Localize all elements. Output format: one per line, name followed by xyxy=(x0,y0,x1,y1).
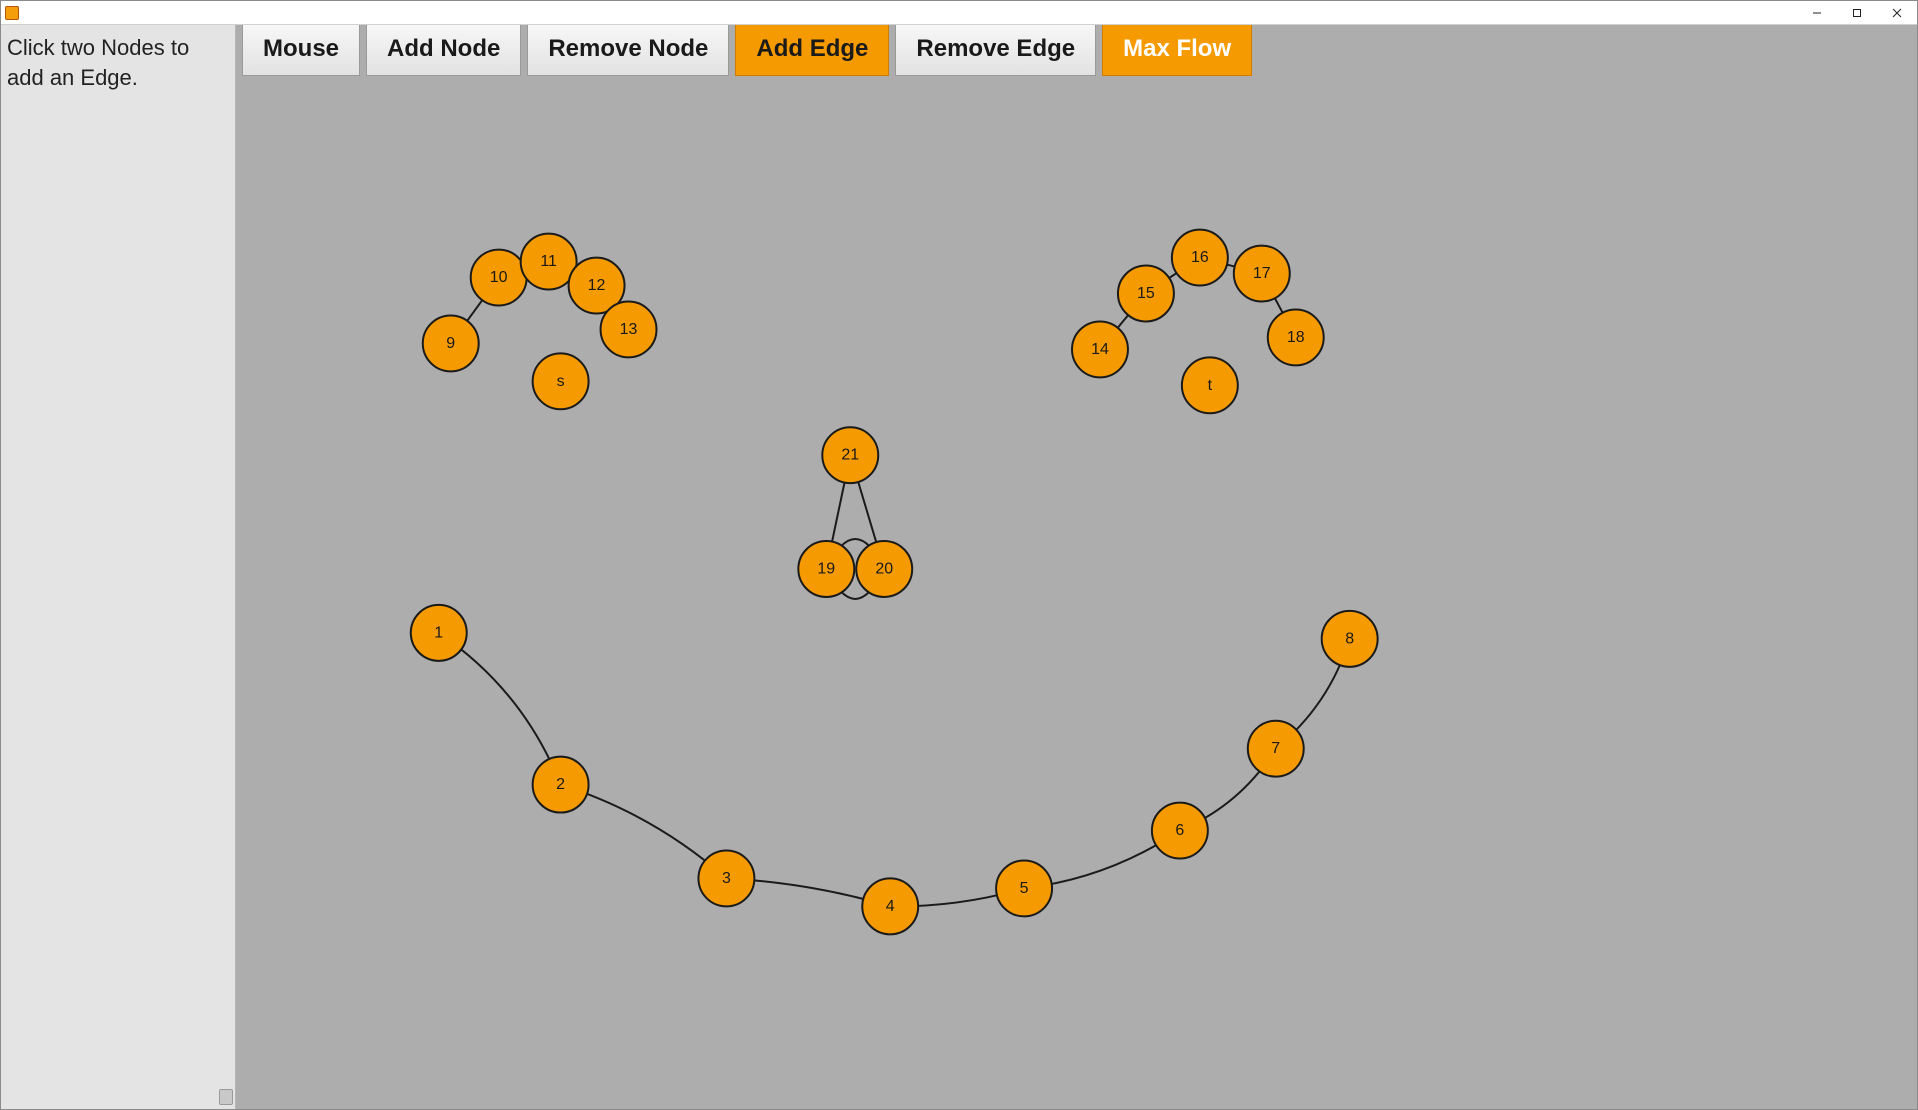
window-controls xyxy=(1797,1,1917,24)
node-18[interactable]: 18 xyxy=(1268,309,1324,365)
node-label: t xyxy=(1208,377,1213,394)
node-label: 18 xyxy=(1287,329,1305,346)
toolbar-button-label: Remove Node xyxy=(548,35,708,62)
toolbar-button-label: Add Node xyxy=(387,35,500,62)
node-label: 12 xyxy=(588,277,606,294)
node-3[interactable]: 3 xyxy=(698,850,754,906)
node-label: 21 xyxy=(841,447,859,464)
node-2[interactable]: 2 xyxy=(533,757,589,813)
sidebar: Click two Nodes to add an Edge. xyxy=(1,25,236,1109)
node-17[interactable]: 17 xyxy=(1234,246,1290,302)
app-icon xyxy=(5,6,19,20)
node-13[interactable]: 13 xyxy=(601,301,657,357)
node-15[interactable]: 15 xyxy=(1118,266,1174,322)
add-node-button[interactable]: Add Node xyxy=(366,25,521,76)
toolbar: Mouse Add Node Remove Node Add Edge Remove E… xyxy=(242,25,1252,76)
maximize-button[interactable] xyxy=(1837,1,1877,24)
node-label: 2 xyxy=(556,776,565,793)
node-label: 15 xyxy=(1137,285,1155,302)
node-label: 3 xyxy=(722,870,731,887)
toolbar-button-label: Remove Edge xyxy=(916,35,1075,62)
node-19[interactable]: 19 xyxy=(798,541,854,597)
node-label: s xyxy=(557,373,565,390)
toolbar-button-label: Add Edge xyxy=(756,35,868,62)
node-t[interactable]: t xyxy=(1182,357,1238,413)
node-label: 4 xyxy=(886,898,895,915)
toolbar-button-label: Mouse xyxy=(263,35,339,62)
node-label: 6 xyxy=(1175,822,1184,839)
add-edge-button[interactable]: Add Edge xyxy=(735,25,889,76)
hint-text: Click two Nodes to add an Edge. xyxy=(7,33,229,92)
node-20[interactable]: 20 xyxy=(856,541,912,597)
node-7[interactable]: 7 xyxy=(1248,721,1304,777)
close-icon xyxy=(1892,8,1902,18)
node-8[interactable]: 8 xyxy=(1322,611,1378,667)
node-label: 1 xyxy=(434,624,443,641)
node-label: 20 xyxy=(875,560,893,577)
node-label: 9 xyxy=(446,335,455,352)
node-label: 10 xyxy=(490,269,508,286)
toolbar-button-label: Max Flow xyxy=(1123,35,1231,62)
sidebar-scroll[interactable]: Click two Nodes to add an Edge. xyxy=(7,33,229,1101)
minimize-button[interactable] xyxy=(1797,1,1837,24)
node-label: 13 xyxy=(620,321,638,338)
minimize-icon xyxy=(1812,8,1822,18)
titlebar xyxy=(1,1,1917,25)
node-label: 8 xyxy=(1345,630,1354,647)
close-button[interactable] xyxy=(1877,1,1917,24)
node-label: 7 xyxy=(1271,740,1280,757)
node-label: 14 xyxy=(1091,341,1109,358)
graph-canvas[interactable]: 12345678910111213s1415161718t192021 xyxy=(236,25,1917,1109)
max-flow-button[interactable]: Max Flow xyxy=(1102,25,1252,76)
node-4[interactable]: 4 xyxy=(862,878,918,934)
node-label: 11 xyxy=(540,253,557,270)
node-label: 17 xyxy=(1253,265,1271,282)
app-window: Click two Nodes to add an Edge. Mouse Add… xyxy=(0,0,1918,1110)
remove-edge-button[interactable]: Remove Edge xyxy=(895,25,1096,76)
main-canvas-area: Mouse Add Node Remove Node Add Edge Remove E… xyxy=(236,25,1917,1109)
maximize-icon xyxy=(1852,8,1862,18)
node-label: 5 xyxy=(1020,880,1029,897)
node-9[interactable]: 9 xyxy=(423,315,479,371)
node-21[interactable]: 21 xyxy=(822,427,878,483)
node-1[interactable]: 1 xyxy=(411,605,467,661)
node-6[interactable]: 6 xyxy=(1152,803,1208,859)
edge[interactable] xyxy=(439,633,561,785)
node-5[interactable]: 5 xyxy=(996,860,1052,916)
node-16[interactable]: 16 xyxy=(1172,230,1228,286)
node-10[interactable]: 10 xyxy=(471,250,527,306)
content-area: Click two Nodes to add an Edge. Mouse Add… xyxy=(1,25,1917,1109)
node-14[interactable]: 14 xyxy=(1072,321,1128,377)
node-label: 19 xyxy=(817,560,835,577)
mouse-button[interactable]: Mouse xyxy=(242,25,360,76)
remove-node-button[interactable]: Remove Node xyxy=(527,25,729,76)
node-s[interactable]: s xyxy=(533,353,589,409)
node-label: 16 xyxy=(1191,249,1209,266)
